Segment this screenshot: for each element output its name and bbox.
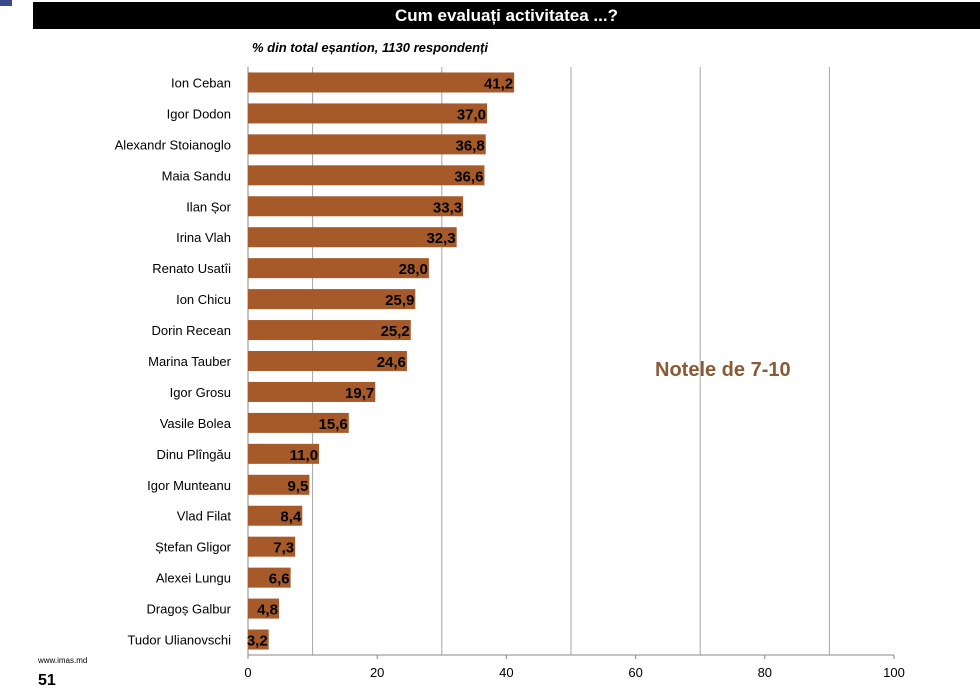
- category-label: Alexandr Stoianoglo: [115, 137, 231, 152]
- bar: [248, 474, 310, 495]
- x-tick-label: 80: [758, 665, 772, 680]
- data-label: 33,3: [433, 199, 462, 216]
- bar: [248, 103, 488, 124]
- bar: [248, 72, 515, 93]
- data-label: 25,2: [381, 323, 410, 340]
- data-label: 19,7: [345, 385, 374, 402]
- data-label: 6,6: [269, 571, 290, 588]
- data-label: 28,0: [399, 261, 428, 278]
- x-tick-label: 20: [370, 665, 384, 680]
- data-label: 41,2: [484, 75, 513, 92]
- chart-annotation: Notele de 7-10: [655, 359, 791, 381]
- bar: [248, 320, 411, 341]
- bar: [248, 258, 429, 279]
- x-tick-label: 60: [628, 665, 642, 680]
- bar: [248, 381, 376, 402]
- bar: [248, 134, 486, 155]
- data-label: 11,0: [290, 447, 318, 464]
- corner-mark: [0, 0, 12, 6]
- category-label: Vlad Filat: [177, 509, 232, 524]
- data-label: 7,3: [273, 540, 294, 557]
- data-label: 32,3: [426, 230, 455, 247]
- category-label: Dinu Plîngău: [157, 447, 231, 462]
- data-label: 37,0: [457, 106, 486, 123]
- data-label: 8,4: [280, 509, 302, 526]
- bar: [248, 567, 291, 588]
- bar: [248, 165, 485, 186]
- category-label: Ion Chicu: [176, 292, 231, 307]
- category-label: Ștefan Gligor: [155, 540, 232, 555]
- category-label: Vasile Bolea: [160, 416, 232, 431]
- category-label: Alexei Lungu: [156, 571, 231, 586]
- footer-url: www.imas.md: [38, 656, 88, 665]
- page-title: Cum evaluați activitatea ...?: [33, 2, 980, 29]
- category-label: Renato Usatîi: [152, 261, 231, 276]
- data-label: 3,2: [247, 633, 268, 650]
- bar: [248, 227, 457, 248]
- category-label: Igor Grosu: [170, 385, 231, 400]
- data-label: 25,9: [385, 292, 414, 309]
- chart-subtitle: % din total eșantion, 1130 respondenți: [252, 40, 488, 55]
- category-label: Igor Munteanu: [147, 478, 231, 493]
- data-label: 24,6: [377, 354, 406, 371]
- category-label: Dorin Recean: [152, 323, 232, 338]
- data-label: 4,8: [257, 602, 278, 619]
- bar: [248, 196, 464, 217]
- bar: [248, 412, 349, 433]
- bar: [248, 598, 280, 619]
- category-label: Ion Ceban: [171, 75, 231, 90]
- category-label: Dragoș Galbur: [146, 602, 231, 617]
- bar: [248, 289, 416, 310]
- category-label: Irina Vlah: [176, 230, 231, 245]
- category-label: Maia Sandu: [162, 168, 231, 183]
- bar: [248, 536, 296, 557]
- page-number: 51: [38, 672, 56, 689]
- bar: [248, 505, 303, 526]
- data-label: 9,5: [288, 478, 309, 495]
- category-label: Ilan Șor: [186, 199, 231, 214]
- category-label: Igor Dodon: [167, 106, 231, 121]
- category-label: Marina Tauber: [148, 354, 232, 369]
- category-label: Tudor Ulianovschi: [127, 633, 231, 648]
- bar: [248, 629, 269, 650]
- x-tick-label: 0: [244, 665, 251, 680]
- x-tick-label: 100: [883, 665, 905, 680]
- bar: [248, 443, 320, 464]
- data-label: 36,6: [454, 168, 483, 185]
- data-label: 15,6: [319, 416, 348, 433]
- data-label: 36,8: [456, 137, 485, 154]
- x-tick-label: 40: [499, 665, 513, 680]
- bar: [248, 351, 407, 371]
